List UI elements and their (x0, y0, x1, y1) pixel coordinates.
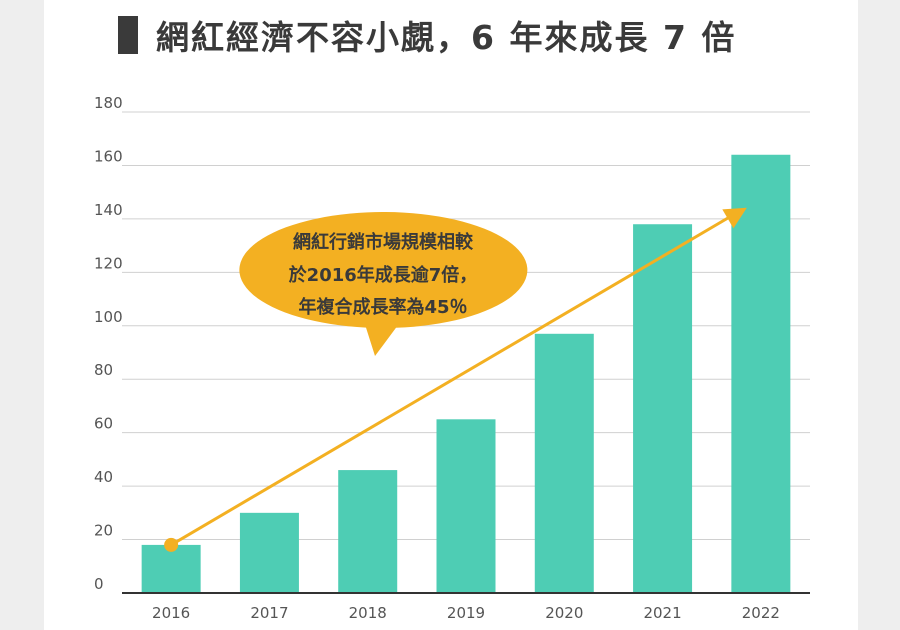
x-tick-label: 2016 (152, 604, 190, 622)
y-tick-label: 100 (94, 308, 123, 326)
bar (534, 333, 594, 593)
x-tick-label: 2022 (742, 604, 780, 622)
trend-arrow-start-dot (164, 537, 179, 552)
x-tick-label: 2019 (447, 604, 485, 622)
bar (436, 419, 496, 593)
y-tick-label: 180 (94, 94, 123, 112)
title-row: 網紅經濟不容小覷，6 年來成長 7 倍 (118, 10, 736, 60)
bar (731, 154, 791, 593)
x-tick-label: 2017 (250, 604, 288, 622)
title-marker-icon (118, 16, 138, 54)
y-tick-label: 40 (94, 468, 113, 486)
trend-arrow-line (170, 211, 738, 547)
axis-layer: 0 20 40 60 80 100 120 140 160 180 2016 2017 2018 2019… (94, 94, 810, 622)
y-tick-label: 120 (94, 254, 123, 272)
bar (141, 544, 201, 593)
callout-line-3: 年複合成長率為45％ (298, 296, 467, 318)
callout-bubble: 網紅行銷市場規模相較 於2016年成長逾7倍， 年複合成長率為45％ (239, 212, 528, 356)
x-tick-label: 2021 (643, 604, 681, 622)
x-tick-label: 2020 (545, 604, 583, 622)
bar (338, 470, 398, 593)
y-tick-label: 160 (94, 147, 123, 165)
callout-line-2: 於2016年成長逾7倍， (289, 264, 478, 286)
callout-line-1: 網紅行銷市場規模相較 (293, 231, 474, 253)
callout-bubble-shape (239, 212, 528, 356)
trend-arrow (164, 207, 747, 552)
y-tick-label: 20 (94, 522, 113, 540)
y-tick-label: 80 (94, 361, 113, 379)
y-tick-label: 0 (94, 575, 104, 593)
bar (239, 512, 299, 593)
trend-arrowhead-icon (722, 207, 747, 229)
y-tick-label: 140 (94, 201, 123, 219)
chart-title: 網紅經濟不容小覷，6 年來成長 7 倍 (156, 18, 737, 57)
bars-layer (141, 154, 791, 593)
y-tick-label: 60 (94, 415, 113, 433)
x-tick-label: 2018 (349, 604, 387, 622)
bar (633, 224, 693, 593)
